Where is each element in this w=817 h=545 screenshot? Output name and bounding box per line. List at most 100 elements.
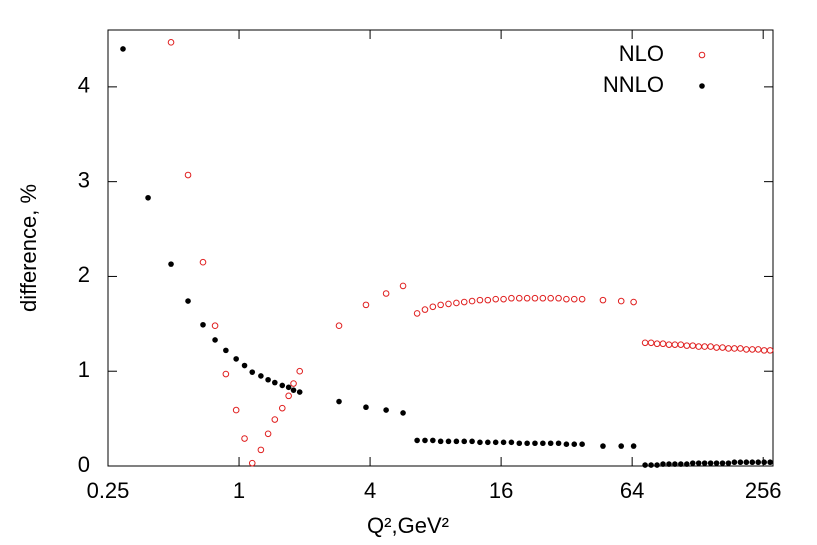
point bbox=[760, 347, 768, 354]
point bbox=[578, 295, 586, 303]
point bbox=[555, 440, 562, 447]
point bbox=[500, 439, 507, 446]
legend-marker bbox=[698, 51, 706, 59]
point bbox=[145, 194, 151, 201]
point bbox=[725, 460, 732, 466]
point bbox=[600, 443, 606, 449]
point bbox=[363, 404, 369, 411]
point bbox=[362, 301, 370, 309]
point bbox=[695, 343, 702, 350]
point bbox=[258, 373, 264, 379]
point bbox=[285, 384, 292, 391]
point bbox=[647, 339, 655, 347]
point bbox=[413, 310, 421, 317]
point bbox=[516, 440, 523, 447]
point bbox=[766, 347, 774, 354]
point bbox=[748, 346, 756, 353]
point bbox=[618, 443, 625, 449]
point bbox=[515, 294, 523, 302]
point bbox=[695, 460, 702, 466]
point bbox=[684, 461, 690, 467]
point bbox=[725, 345, 732, 352]
point bbox=[199, 258, 207, 266]
point bbox=[540, 440, 546, 447]
point bbox=[200, 321, 206, 328]
point bbox=[468, 297, 476, 305]
point bbox=[761, 459, 767, 466]
point bbox=[701, 460, 708, 466]
point bbox=[731, 459, 738, 466]
point bbox=[754, 346, 762, 353]
point bbox=[485, 439, 491, 446]
point bbox=[767, 459, 773, 466]
point bbox=[492, 295, 500, 303]
x-tick-label: 0.25 bbox=[87, 478, 130, 503]
point bbox=[211, 322, 219, 330]
point bbox=[484, 296, 492, 304]
y-tick-label: 1 bbox=[78, 357, 90, 382]
point bbox=[257, 446, 265, 454]
y-tick-label: 3 bbox=[78, 167, 90, 192]
x-tick-label: 256 bbox=[745, 478, 782, 503]
point bbox=[382, 290, 390, 297]
point bbox=[185, 298, 191, 304]
point bbox=[461, 438, 468, 445]
point bbox=[677, 341, 685, 348]
point bbox=[579, 441, 585, 448]
point bbox=[500, 295, 507, 303]
point bbox=[755, 459, 762, 466]
point bbox=[290, 380, 297, 387]
point bbox=[248, 459, 256, 467]
point bbox=[617, 297, 625, 305]
point bbox=[672, 461, 678, 467]
point bbox=[666, 461, 672, 467]
point bbox=[453, 438, 460, 445]
point bbox=[555, 294, 562, 302]
point bbox=[599, 296, 607, 304]
point bbox=[659, 340, 667, 348]
point bbox=[279, 382, 286, 389]
point bbox=[523, 294, 531, 302]
point bbox=[648, 462, 654, 468]
point bbox=[460, 298, 468, 306]
point bbox=[265, 376, 271, 383]
legend-label: NNLO bbox=[603, 72, 664, 97]
point bbox=[445, 438, 452, 445]
point bbox=[737, 459, 744, 466]
point bbox=[654, 462, 660, 468]
point bbox=[707, 460, 714, 466]
point bbox=[563, 295, 570, 303]
point bbox=[660, 461, 666, 467]
point bbox=[707, 343, 714, 350]
point bbox=[749, 459, 756, 466]
point bbox=[563, 441, 570, 448]
point bbox=[469, 438, 475, 445]
point bbox=[524, 440, 530, 447]
point bbox=[719, 460, 726, 466]
point bbox=[508, 294, 515, 302]
point bbox=[120, 46, 126, 52]
x-axis-label: Q²,GeV² bbox=[367, 513, 449, 538]
point bbox=[683, 342, 691, 349]
y-tick-label: 2 bbox=[78, 262, 90, 287]
point bbox=[264, 430, 272, 438]
point bbox=[492, 439, 499, 446]
point bbox=[719, 344, 726, 351]
point bbox=[630, 443, 637, 449]
plot-frame bbox=[107, 29, 774, 467]
point bbox=[222, 370, 230, 378]
point bbox=[571, 441, 578, 448]
point bbox=[641, 339, 649, 347]
point bbox=[399, 282, 407, 290]
point bbox=[547, 294, 554, 302]
point bbox=[278, 404, 286, 412]
legend-label: NLO bbox=[619, 41, 664, 66]
point bbox=[271, 416, 279, 423]
point bbox=[223, 347, 229, 354]
point bbox=[713, 344, 720, 351]
point bbox=[731, 345, 738, 352]
point bbox=[414, 437, 420, 444]
point bbox=[437, 438, 444, 445]
point bbox=[713, 460, 720, 466]
